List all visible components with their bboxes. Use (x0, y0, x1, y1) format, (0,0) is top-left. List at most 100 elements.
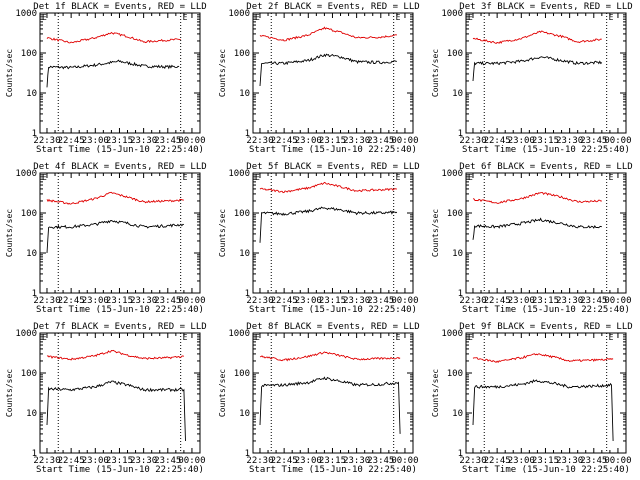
events-series-line (46, 380, 186, 442)
x-tick-label: 23:45 (154, 456, 181, 466)
x-tick-label: 23:45 (154, 296, 181, 306)
x-tick-label: 23:45 (154, 136, 181, 146)
x-tick-label: 22:30 (459, 136, 486, 146)
x-tick-label: 23:15 (319, 456, 346, 466)
y-tick-label: 100 (447, 369, 463, 379)
corner-label-left: E (468, 333, 473, 342)
x-tick-label: 23:30 (130, 136, 157, 146)
x-tick-label: 00:00 (604, 456, 631, 466)
y-tick-label: 100 (234, 49, 250, 59)
y-axis-label: Counts/sec (5, 209, 14, 257)
panel-chart: Det 5f BLACK = Events, RED = LLD 1 10 100 10… (218, 162, 420, 315)
y-tick-label: 1 (458, 289, 463, 299)
corner-label-left: E (42, 333, 47, 342)
lld-series-line (46, 349, 185, 361)
x-tick-label: 00:00 (604, 296, 631, 306)
lld-series-line (259, 181, 397, 194)
panel-chart: Det 8f BLACK = Events, RED = LLD 1 10 100 10… (218, 322, 420, 475)
lld-series-line (46, 31, 181, 44)
panel-title: Det 6f BLACK = Events, RED = LLD (459, 162, 632, 172)
x-tick-label: 00:00 (178, 296, 205, 306)
y-axis-label: Counts/sec (431, 49, 440, 97)
corner-label-left: E (255, 13, 260, 22)
x-tick-label: 22:45 (484, 136, 511, 146)
panel-title: Det 3f BLACK = Events, RED = LLD (459, 2, 632, 12)
detector-panel-9: Det 9f BLACK = Events, RED = LLD 1 10 100 10… (426, 320, 639, 480)
y-tick-label: 10 (452, 409, 463, 419)
x-tick-label: 23:00 (295, 456, 322, 466)
y-tick-label: 1000 (228, 169, 250, 179)
detector-panel-2: Det 2f BLACK = Events, RED = LLD 1 10 100 10… (213, 0, 426, 160)
events-series-line (46, 59, 180, 88)
y-tick-label: 1 (245, 449, 250, 459)
panel-chart: Det 3f BLACK = Events, RED = LLD 1 10 100 10… (431, 2, 633, 155)
x-axis-label: Start Time (15-Jun-10 22:25:40) (462, 305, 630, 315)
x-tick-label: 22:45 (58, 456, 85, 466)
x-tick-label: 23:30 (343, 456, 370, 466)
y-tick-label: 1 (32, 129, 37, 139)
events-series-line (472, 379, 614, 442)
x-axis-label: Start Time (15-Jun-10 22:25:40) (249, 465, 417, 475)
panel-title: Det 9f BLACK = Events, RED = LLD (459, 322, 632, 332)
y-tick-label: 100 (21, 369, 37, 379)
x-tick-label: 00:00 (178, 136, 205, 146)
x-tick-label: 22:30 (33, 296, 60, 306)
y-tick-label: 10 (239, 89, 250, 99)
x-tick-label: 22:45 (484, 296, 511, 306)
corner-label-right: E (609, 333, 614, 342)
plot-frame (252, 172, 414, 294)
panel-chart: Det 6f BLACK = Events, RED = LLD 1 10 100 10… (431, 162, 633, 315)
panel-title: Det 7f BLACK = Events, RED = LLD (33, 322, 206, 332)
plot-frame (39, 332, 201, 454)
panel-title: Det 8f BLACK = Events, RED = LLD (246, 322, 419, 332)
y-tick-label: 10 (239, 409, 250, 419)
corner-label-left: E (42, 13, 47, 22)
corner-label-right: E (183, 13, 188, 22)
x-tick-label: 23:00 (82, 296, 109, 306)
x-tick-label: 23:45 (580, 456, 607, 466)
corner-label-right: E (609, 173, 614, 182)
detector-panel-6: Det 6f BLACK = Events, RED = LLD 1 10 100 10… (426, 160, 639, 320)
plot-frame (252, 12, 414, 134)
x-tick-label: 00:00 (604, 136, 631, 146)
y-tick-label: 1 (245, 289, 250, 299)
x-tick-label: 23:15 (106, 136, 133, 146)
corner-label-right: E (396, 173, 401, 182)
x-tick-label: 23:00 (295, 296, 322, 306)
lld-series-line (46, 191, 184, 205)
panel-chart: Det 7f BLACK = Events, RED = LLD 1 10 100 10… (5, 322, 207, 475)
detector-panel-1: Det 1f BLACK = Events, RED = LLD 1 10 100 10… (0, 0, 213, 160)
y-tick-label: 10 (26, 89, 37, 99)
events-series-line (259, 206, 398, 243)
detector-panel-7: Det 7f BLACK = Events, RED = LLD 1 10 100 10… (0, 320, 213, 480)
lld-series-line (472, 30, 602, 45)
corner-label-left: E (42, 173, 47, 182)
x-tick-label: 22:45 (58, 296, 85, 306)
x-tick-label: 22:45 (271, 136, 298, 146)
panel-title: Det 1f BLACK = Events, RED = LLD (33, 2, 206, 12)
y-tick-label: 100 (234, 369, 250, 379)
x-axis-label: Start Time (15-Jun-10 22:25:40) (462, 145, 630, 155)
detector-panel-3: Det 3f BLACK = Events, RED = LLD 1 10 100 10… (426, 0, 639, 160)
x-tick-label: 00:00 (391, 456, 418, 466)
x-tick-label: 22:30 (246, 296, 273, 306)
plot-frame (252, 332, 414, 454)
x-tick-label: 23:30 (556, 456, 583, 466)
corner-label-right: E (396, 333, 401, 342)
x-axis-label: Start Time (15-Jun-10 22:25:40) (462, 465, 630, 475)
panel-chart: Det 1f BLACK = Events, RED = LLD 1 10 100 10… (5, 2, 207, 155)
x-tick-label: 22:30 (33, 136, 60, 146)
corner-label-left: E (255, 333, 260, 342)
corner-label-left: E (255, 173, 260, 182)
lld-series-line (472, 192, 602, 204)
x-tick-label: 23:30 (130, 296, 157, 306)
plot-frame (39, 12, 201, 134)
panel-chart: Det 9f BLACK = Events, RED = LLD 1 10 100 10… (431, 322, 633, 475)
detector-panel-8: Det 8f BLACK = Events, RED = LLD 1 10 100 10… (213, 320, 426, 480)
corner-label-left: E (468, 173, 473, 182)
y-tick-label: 1 (32, 449, 37, 459)
panel-chart: Det 4f BLACK = Events, RED = LLD 1 10 100 10… (5, 162, 207, 315)
plot-frame (465, 172, 627, 294)
x-tick-label: 22:30 (459, 296, 486, 306)
x-tick-label: 00:00 (391, 136, 418, 146)
